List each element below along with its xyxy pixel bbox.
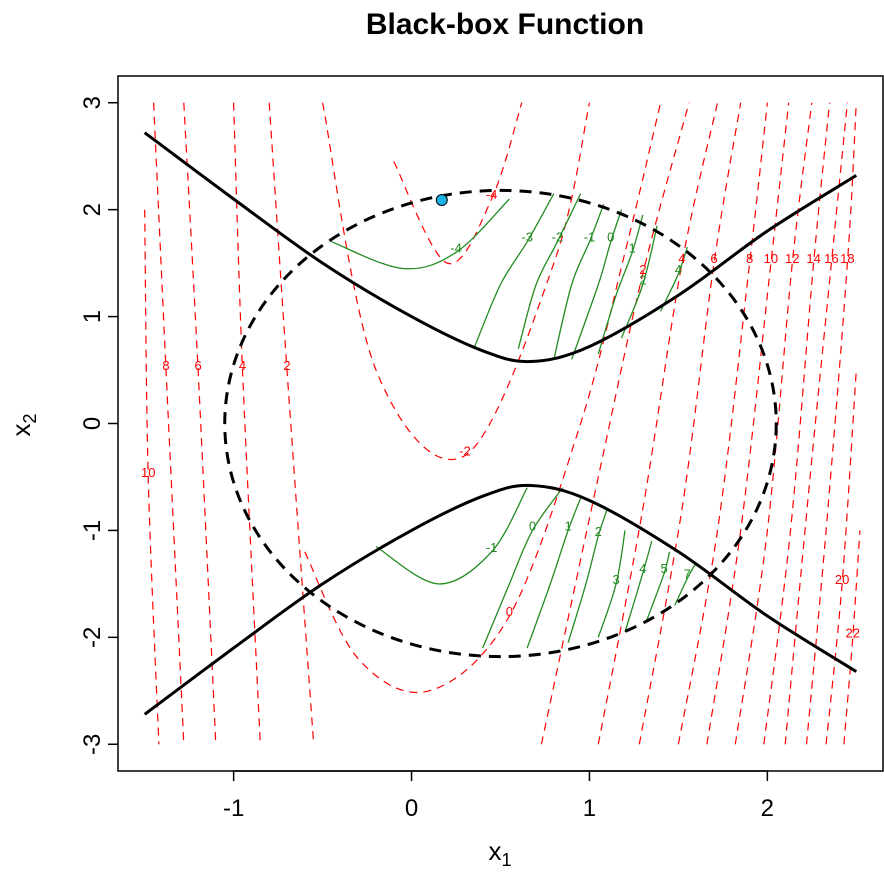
feasible-upper-contour (571, 209, 623, 360)
objective-contour-label: 12 (785, 251, 799, 266)
objective-contour (763, 102, 831, 745)
objective-contour-label: 2 (639, 262, 646, 277)
feasible-lower-contour (597, 530, 626, 638)
feasible-upper-contour-label: -1 (584, 230, 596, 245)
feasible-lower-contour-label: 0 (529, 518, 536, 533)
objective-contour-label: 18 (840, 251, 854, 266)
objective-contour (233, 102, 261, 745)
y-tick-label: 2 (79, 203, 106, 216)
feasible-upper-contour (473, 193, 555, 349)
x-tick-label: -1 (223, 795, 244, 822)
y-tick-label: -3 (79, 734, 106, 755)
feasible-lower-contour (567, 508, 608, 643)
objective-contour-label: 8 (746, 251, 753, 266)
feasible-lower-contour (482, 487, 564, 649)
feasible-lower-contour-label: -1 (486, 540, 498, 555)
y-tick-label: 3 (79, 96, 106, 109)
objective-contour (183, 102, 217, 745)
objective-contour-label: 10 (764, 251, 778, 266)
feasible-upper-contour-label: -3 (521, 230, 533, 245)
y-tick-label: 1 (79, 310, 106, 323)
point-layer (435, 194, 448, 207)
feasible-upper-contour (331, 198, 510, 270)
x-tick-label: 2 (761, 795, 774, 822)
objective-contour (153, 102, 185, 745)
constraint-layer (143, 131, 858, 716)
objective-contour (540, 102, 690, 745)
objective-contour-label: 16 (824, 251, 838, 266)
objective-contour (144, 209, 160, 745)
x-axis: -1 0 1 2 (223, 770, 774, 822)
objective-contour-label: 20 (835, 572, 849, 587)
objective-contour (322, 102, 591, 461)
constraint-hyperbola-upper (143, 131, 858, 364)
y-axis: -3 -2 -1 0 1 2 3 (79, 96, 118, 755)
x-tick-label: 0 (405, 795, 418, 822)
x-axis-title: x1 (488, 836, 511, 870)
constraint-hyperbola-lower (143, 483, 858, 716)
feasible-upper-contour (553, 204, 605, 360)
objective-contour (706, 102, 790, 745)
contour-layer (144, 102, 861, 745)
feasible-lower-contour-label: 2 (595, 524, 602, 539)
objective-contour-label: 14 (806, 251, 820, 266)
objective-contour (638, 102, 742, 745)
feasible-upper-contour-label: 0 (607, 230, 614, 245)
objective-contour (805, 102, 857, 745)
constraint-ellipse (223, 188, 778, 659)
feasible-upper-contour-label: 2 (639, 273, 646, 288)
objective-contour-label: 22 (846, 625, 860, 640)
feasible-upper-contour-label: 1 (629, 240, 636, 255)
feasible-lower-contour (624, 540, 653, 633)
feasible-lower-contour-label: 3 (613, 572, 620, 587)
feasible-lower-contour-label: 4 (639, 561, 646, 576)
feasible-upper-contour-label: -2 (552, 230, 564, 245)
objective-contour (784, 102, 848, 745)
feasible-lower-contour-label: 5 (661, 561, 668, 576)
objective-contour-label: 0 (506, 604, 513, 619)
objective-contour-label: -4 (486, 187, 498, 202)
objective-contour-label: 2 (283, 358, 290, 373)
objective-contour (268, 102, 315, 745)
objective-contour (825, 369, 857, 745)
feasible-upper-contour (517, 193, 582, 349)
objective-contour-label: 4 (678, 251, 685, 266)
chart-title: Black-box Function (366, 8, 644, 41)
objective-contour-label: 8 (162, 358, 169, 373)
objective-contour (304, 102, 662, 694)
objective-contour (393, 102, 523, 265)
feasible-lower-contour-label: 1 (564, 518, 571, 533)
objective-contour-label: 6 (710, 251, 717, 266)
objective-contour (734, 102, 813, 745)
objective-contour-label: 4 (239, 358, 246, 373)
plot-frame (117, 75, 884, 772)
axes (117, 75, 884, 772)
y-axis-title: x2 (6, 413, 40, 436)
feasible-lower-contour (526, 498, 582, 649)
y-tick-label: -2 (79, 627, 106, 648)
y-tick-label: 0 (79, 417, 106, 430)
feasible-lower-contour-label: 7 (684, 567, 691, 582)
objective-contour (677, 102, 768, 745)
feasible-upper-contour (597, 214, 644, 355)
feasible-lower-contour (375, 487, 528, 585)
objective-contour (843, 530, 861, 745)
y-tick-label: -1 (79, 520, 106, 541)
feasible-upper-contour-label: -4 (450, 240, 462, 255)
feasible-lower-contour (645, 551, 671, 622)
objective-contour-label: 6 (194, 358, 201, 373)
objective-contour-label: -2 (459, 444, 471, 459)
evaluated-point (435, 194, 448, 207)
x-tick-label: 1 (583, 795, 596, 822)
feasible-upper-contour-label: 4 (675, 262, 682, 277)
feasible-lower-contour (674, 562, 697, 606)
objective-contour-label: 10 (141, 465, 155, 480)
